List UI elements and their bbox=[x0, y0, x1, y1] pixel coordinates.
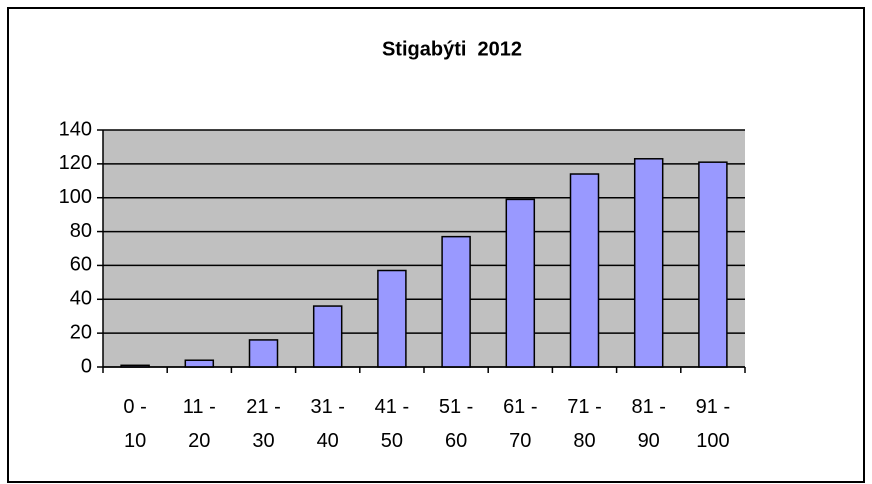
y-tick-label: 120 bbox=[59, 152, 92, 174]
bar bbox=[505, 198, 536, 368]
x-tick-label: 11 - 20 bbox=[182, 396, 216, 452]
x-tick-label: 31 - 40 bbox=[310, 396, 345, 452]
y-tick-label: 20 bbox=[70, 321, 92, 343]
x-tick-label: 61 - 70 bbox=[503, 396, 538, 452]
y-tick-label: 100 bbox=[59, 186, 92, 208]
bar bbox=[184, 359, 215, 368]
bar bbox=[633, 158, 664, 368]
bar bbox=[377, 269, 407, 368]
x-tick-label: 91 - 100 bbox=[695, 396, 731, 452]
x-tick-label: 0 - 10 bbox=[123, 396, 147, 452]
x-tick-label: 71 - 80 bbox=[567, 396, 602, 452]
bar bbox=[248, 339, 279, 368]
bar bbox=[698, 161, 728, 368]
x-tick-label: 51 - 60 bbox=[438, 396, 474, 452]
x-tick-label: 41 - 50 bbox=[374, 396, 410, 452]
y-tick-label: 80 bbox=[70, 220, 92, 242]
bar bbox=[312, 305, 343, 368]
y-tick-label: 0 bbox=[81, 355, 92, 377]
chart-title: Stigabýti 2012 bbox=[382, 38, 522, 60]
x-tick-label: 21 - 30 bbox=[246, 396, 281, 452]
y-tick-label: 40 bbox=[70, 288, 92, 310]
y-tick-label: 60 bbox=[70, 254, 92, 276]
y-tick-label: 140 bbox=[59, 118, 92, 140]
x-tick-label: 81 - 90 bbox=[631, 396, 666, 452]
bar bbox=[441, 235, 471, 368]
bar bbox=[569, 173, 600, 368]
